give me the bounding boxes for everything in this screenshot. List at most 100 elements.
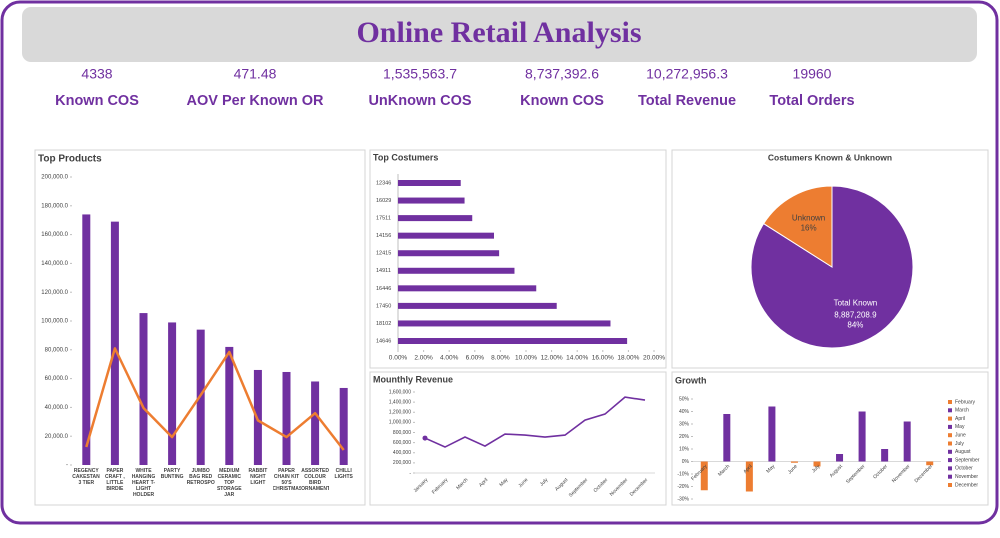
slice-label: Unknown xyxy=(792,214,825,223)
slice-label: Total Known xyxy=(834,299,878,308)
chart-title: Growth xyxy=(675,375,707,385)
x-tick-label: May xyxy=(498,477,509,488)
panel xyxy=(369,371,667,506)
y-tick-label: 30% xyxy=(679,421,690,427)
x-tick-label: 10.00% xyxy=(515,355,537,362)
x-tick-label: CHILLI LIGHTS xyxy=(334,468,353,480)
legend-label: February xyxy=(955,399,976,405)
y-tick-label: 40% xyxy=(679,409,690,415)
bar xyxy=(745,461,753,492)
x-tick-label: 4.00% xyxy=(440,355,459,362)
y-tick-label: 18102 xyxy=(376,321,391,327)
kpi-label: Known COS xyxy=(520,93,604,109)
kpi-value: 471.48 xyxy=(234,66,277,82)
bar xyxy=(881,449,889,462)
y-tick-label: -30% xyxy=(677,496,689,502)
x-tick-label: 16.00% xyxy=(592,355,614,362)
legend-swatch xyxy=(948,483,952,487)
pie-slice xyxy=(750,185,914,349)
legend-label: May xyxy=(955,424,965,430)
y-tick-label: 50% xyxy=(679,396,690,402)
y-tick-label: 1,600,000 xyxy=(389,389,411,395)
x-tick-label-text: MEDIUM CERAMIC TOP STORAGE JAR xyxy=(216,468,242,498)
bar xyxy=(168,322,177,465)
bar xyxy=(836,454,844,462)
bar xyxy=(398,320,611,327)
y-tick-label: -20% xyxy=(677,484,689,490)
x-tick-label-text: REGENCY CAKESTAND 3 TIER xyxy=(72,468,101,486)
kpi-label: Total Revenue xyxy=(638,93,736,109)
kpi-value: 4338 xyxy=(81,66,112,82)
x-tick-label-text: PAPER CRAFT , LITTLE BIRDIE xyxy=(105,468,125,492)
x-tick-label: JUMBO BAG RED RETROSPOT xyxy=(186,468,215,486)
page-title: Online Retail Analysis xyxy=(356,16,641,49)
slice-value-label: 84% xyxy=(847,321,863,330)
x-tick-label-text: PARTY BUNTING xyxy=(160,468,184,480)
x-tick-label: PAPER CHAIN KIT 50'S CHRISTMAS xyxy=(272,468,301,492)
x-tick-label-text: ASSORTED COLOUR BIRD ORNAMENT xyxy=(301,468,330,492)
kpi-value: 10,272,956.3 xyxy=(646,66,728,82)
y-tick-label: 20,000.0 xyxy=(45,434,69,440)
bar xyxy=(398,267,515,274)
bar xyxy=(398,215,473,222)
chart-title: Top Costumers xyxy=(373,152,438,162)
x-tick-label-text: PAPER CHAIN KIT 50'S CHRISTMAS xyxy=(272,468,301,492)
bar xyxy=(700,461,708,491)
x-tick-label-text: RABBIT NIGHT LIGHT xyxy=(248,468,268,486)
y-tick-label: - xyxy=(66,463,68,469)
y-tick-label: 14646 xyxy=(376,338,391,344)
y-tick-label: 80,000.0 xyxy=(45,347,69,353)
bar xyxy=(196,329,205,465)
x-tick-label: 0.00% xyxy=(389,355,408,362)
y-tick-label: 120,000.0 xyxy=(41,290,68,296)
legend-swatch xyxy=(948,458,952,463)
y-tick-label: 600,000 xyxy=(393,440,411,446)
x-tick-label: April xyxy=(478,477,489,488)
bar xyxy=(398,285,537,292)
x-tick-label-text: CHILLI LIGHTS xyxy=(334,468,353,480)
legend-label: July xyxy=(955,441,964,447)
bar xyxy=(110,221,119,465)
panel xyxy=(671,371,989,506)
bar xyxy=(858,411,866,462)
slice-value-label: 16% xyxy=(801,224,817,233)
legend-swatch xyxy=(948,441,952,446)
y-tick-label: 200,000 xyxy=(393,460,411,466)
y-tick-label: 16029 xyxy=(376,198,391,204)
bar xyxy=(282,371,291,465)
legend-label: October xyxy=(955,466,973,472)
x-tick-label: MEDIUM CERAMIC TOP STORAGE JAR xyxy=(216,468,242,498)
chart-title: Mounthly Revenue xyxy=(373,374,453,384)
x-tick-label: RABBIT NIGHT LIGHT xyxy=(248,468,268,486)
y-tick-label: 60,000.0 xyxy=(45,376,69,382)
y-tick-label: 17450 xyxy=(376,303,391,309)
bar xyxy=(398,302,557,309)
x-tick-label: 20.00% xyxy=(643,355,665,362)
kpi-label: AOV Per Known OR xyxy=(187,93,324,109)
x-tick-label: PAPER CRAFT , LITTLE BIRDIE xyxy=(105,468,125,492)
y-tick-label: 17511 xyxy=(376,216,391,222)
bar xyxy=(790,461,798,463)
y-tick-label: 1,200,000 xyxy=(389,410,411,416)
x-tick-label: REGENCY CAKESTAND 3 TIER xyxy=(72,468,101,486)
y-tick-label: 16446 xyxy=(376,286,391,292)
y-tick-label: 180,000.0 xyxy=(41,203,68,209)
y-tick-label: 160,000.0 xyxy=(41,232,68,238)
y-tick-label: - xyxy=(409,470,411,476)
legend-label: December xyxy=(955,482,978,488)
x-tick-label-text: JUMBO BAG RED RETROSPOT xyxy=(186,468,215,486)
pie-slice xyxy=(762,185,833,268)
y-tick-label: 140,000.0 xyxy=(41,261,68,267)
bar xyxy=(139,313,148,465)
line xyxy=(85,347,345,451)
bar xyxy=(225,346,234,465)
x-tick-label: July xyxy=(539,477,550,488)
chart-title: Costumers Known & Unknown xyxy=(768,152,892,162)
slice-amount: 8,887,208.9 xyxy=(834,311,877,320)
kpi-label: Total Orders xyxy=(769,93,854,109)
bar xyxy=(926,461,934,466)
x-tick-label: July xyxy=(811,463,822,474)
chart-title: Top Products xyxy=(38,154,102,165)
legend-swatch xyxy=(948,408,952,413)
